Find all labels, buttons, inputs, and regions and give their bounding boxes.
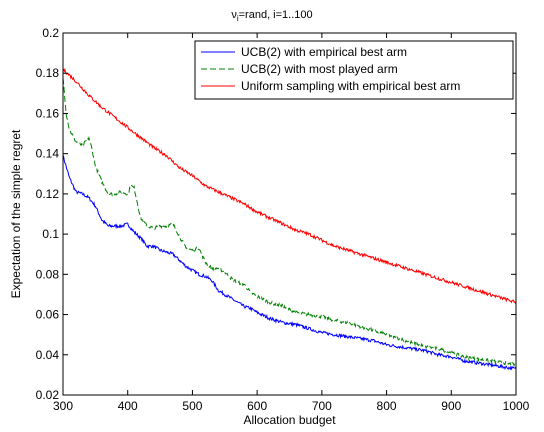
series-line-2 [63,77,516,368]
series-line-1 [63,155,516,371]
y-tick-label: 0.12 [36,187,60,201]
y-tick-label: 0.02 [36,388,60,402]
chart-title: νi=rand, i=1..100 [231,9,312,23]
y-tick-label: 0.1 [42,227,59,241]
legend-box [194,40,514,100]
legend: UCB(2) with empirical best arm UCB(2) wit… [194,40,514,100]
legend-entry-2: UCB(2) with most played arm [241,62,398,76]
series-line-3 [63,67,516,304]
x-tick-label: 1000 [503,399,530,413]
x-tick-label: 400 [118,399,138,413]
y-tick-label: 0.18 [36,66,60,80]
chart-title-subscript: i [237,14,239,23]
y-tick-label: 0.08 [36,267,60,281]
x-tick-label: 700 [312,399,332,413]
plot-area [63,67,516,371]
chart-title-symbol: ν [231,9,237,21]
x-tick-label: 300 [53,399,73,413]
y-tick-label: 0.2 [42,26,59,40]
plot-frame [62,32,517,396]
chart-title-rest: =rand, i=1..100 [239,9,313,21]
x-axis-label: Allocation budget [243,413,336,427]
legend-entry-3: Uniform sampling with empirical best arm [241,79,460,93]
y-tick-label: 0.14 [36,147,60,161]
x-tick-label: 800 [377,399,397,413]
legend-entry-1: UCB(2) with empirical best arm [241,45,407,59]
y-tick-label: 0.16 [36,106,60,120]
x-tick-label: 900 [441,399,461,413]
x-tick-label: 500 [182,399,202,413]
y-tick-label: 0.04 [36,348,60,362]
y-tick-label: 0.06 [36,308,60,322]
axis-ticks: 300 400 500 600 700 800 900 1000 0.02 0.04 0.06 0.0… [36,26,530,413]
x-tick-label: 600 [247,399,267,413]
y-axis-label: Expectation of the simple regret [9,129,23,298]
